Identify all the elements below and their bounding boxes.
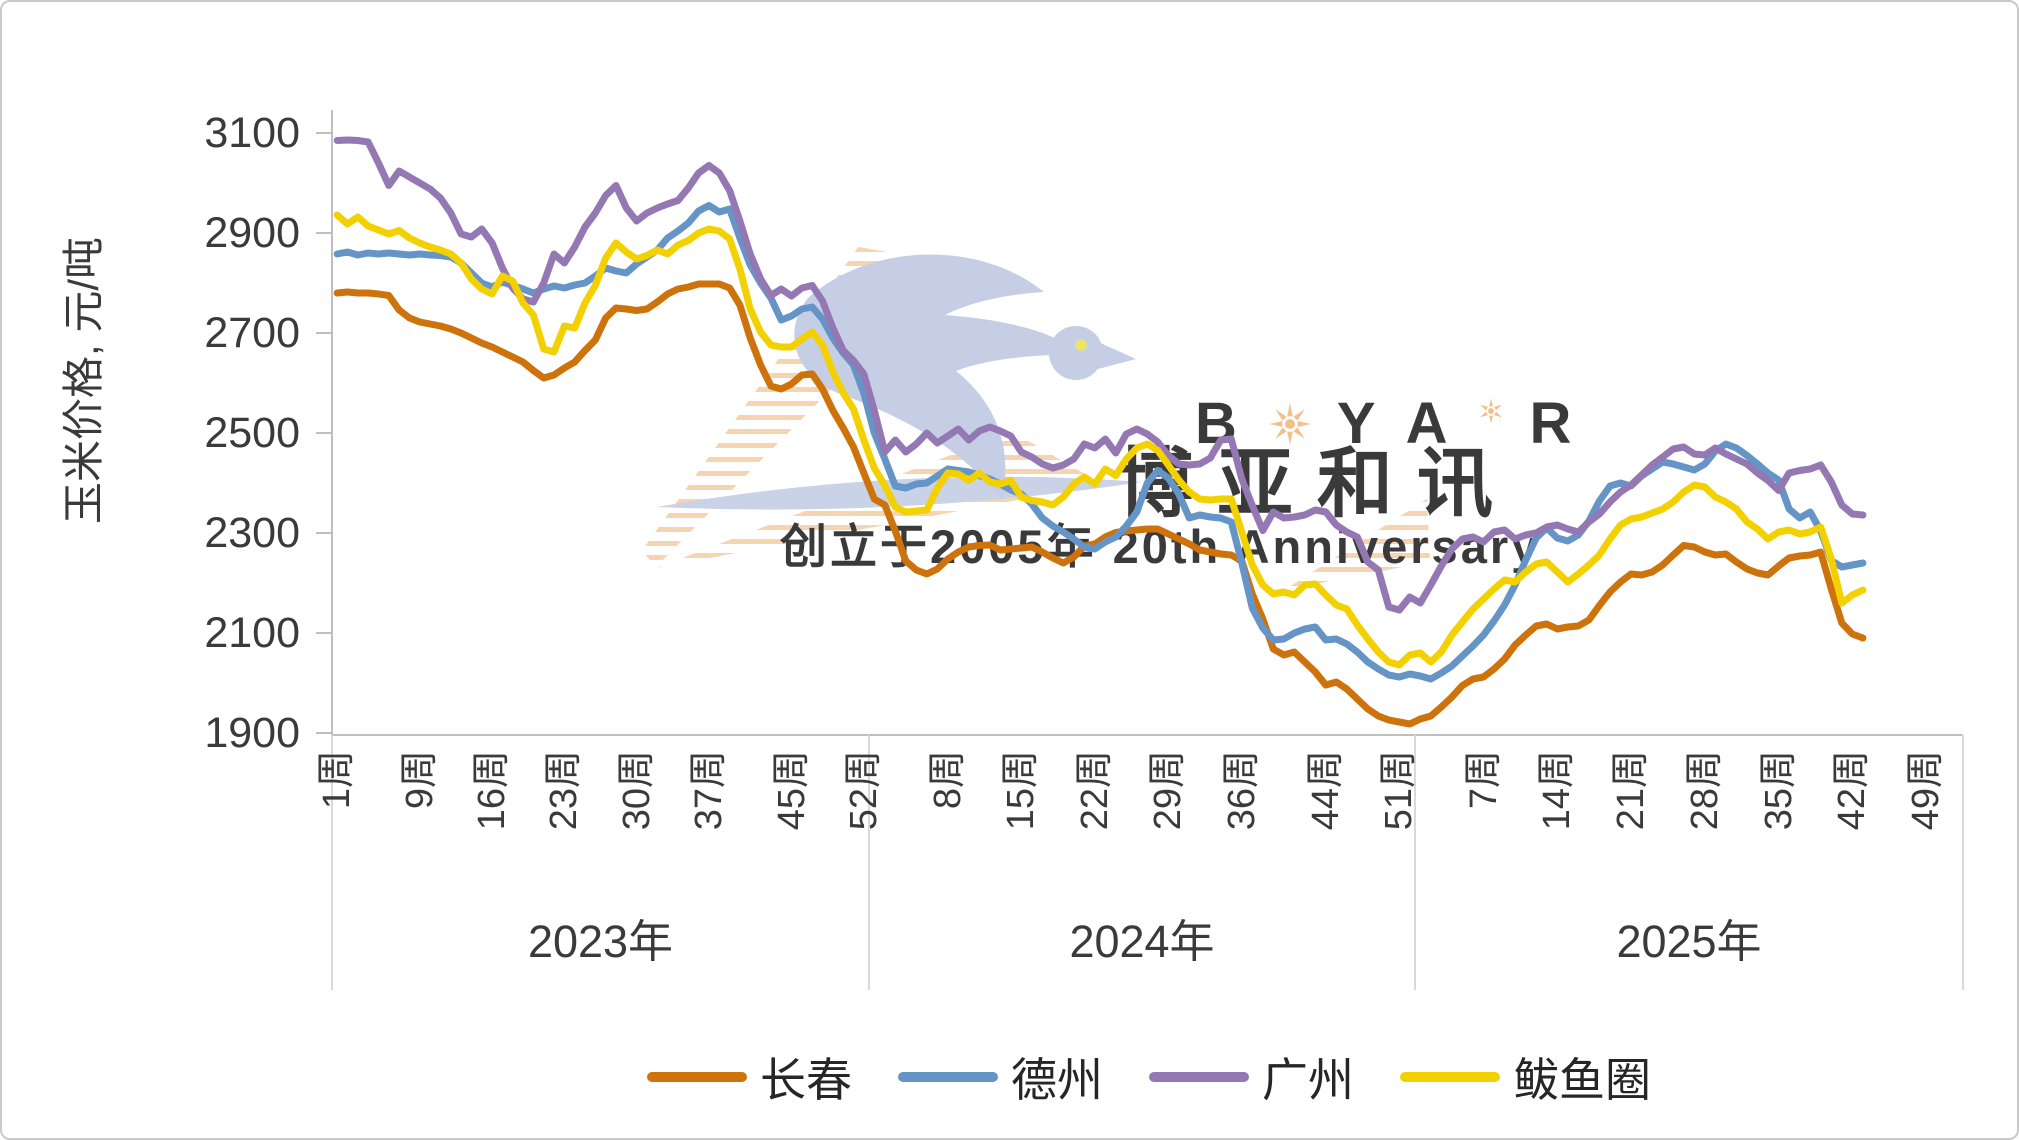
y-tick-label: 1900 bbox=[204, 709, 300, 757]
week-tick-label: 45周 bbox=[770, 750, 813, 831]
year-label: 2024年 bbox=[1069, 916, 1215, 967]
legend-label: 广州 bbox=[1262, 1054, 1354, 1106]
y-tick-label: 2500 bbox=[204, 409, 300, 457]
y-tick-label: 3100 bbox=[204, 109, 300, 157]
legend-label: 德州 bbox=[1011, 1054, 1103, 1106]
week-tick-label: 14周 bbox=[1536, 750, 1579, 831]
chart-legend: 长春 德州 广州 鲅鱼圈 bbox=[647, 1044, 1651, 1110]
y-tick-label: 2300 bbox=[204, 509, 300, 557]
week-tick-label: 15周 bbox=[1000, 750, 1043, 831]
week-tick-label: 37周 bbox=[687, 750, 730, 831]
legend-swatch bbox=[1400, 1072, 1500, 1082]
legend-item-长春: 长春 bbox=[647, 1044, 852, 1110]
year-label: 2023年 bbox=[527, 916, 674, 967]
week-tick-label: 44周 bbox=[1304, 750, 1347, 831]
week-tick-label: 49周 bbox=[1905, 750, 1948, 831]
week-tick-label: 35周 bbox=[1757, 750, 1800, 831]
week-tick-label: 7周 bbox=[1462, 750, 1505, 810]
legend-swatch bbox=[647, 1072, 747, 1082]
week-tick-label: 1周 bbox=[316, 750, 359, 810]
week-tick-label: 9周 bbox=[398, 750, 441, 810]
y-tick-label: 2900 bbox=[204, 209, 300, 257]
week-tick-label: 28周 bbox=[1683, 750, 1726, 831]
legend-label: 长春 bbox=[760, 1054, 852, 1106]
legend-item-鲅鱼圈: 鲅鱼圈 bbox=[1400, 1044, 1651, 1110]
y-axis-title: 玉米价格, 元/吨 bbox=[60, 236, 107, 524]
y-tick-label: 2700 bbox=[204, 309, 300, 357]
week-tick-label: 42周 bbox=[1831, 750, 1874, 831]
week-tick-label: 51周 bbox=[1378, 750, 1421, 831]
week-tick-label: 36周 bbox=[1220, 750, 1263, 831]
week-tick-label: 29周 bbox=[1147, 750, 1190, 831]
legend-item-德州: 德州 bbox=[898, 1044, 1103, 1110]
legend-swatch bbox=[898, 1072, 998, 1082]
legend-label: 鲅鱼圈 bbox=[1513, 1054, 1651, 1106]
week-tick-label: 52周 bbox=[842, 750, 885, 831]
year-label: 2025年 bbox=[1616, 916, 1762, 967]
legend-swatch bbox=[1149, 1072, 1249, 1082]
week-tick-label: 22周 bbox=[1073, 750, 1116, 831]
y-tick-label: 2100 bbox=[204, 609, 300, 657]
week-tick-label: 21周 bbox=[1610, 750, 1653, 831]
week-tick-label: 23周 bbox=[543, 750, 586, 831]
week-tick-label: 16周 bbox=[471, 750, 514, 831]
week-tick-label: 8周 bbox=[926, 750, 969, 810]
week-tick-label: 30周 bbox=[615, 750, 658, 831]
legend-item-广州: 广州 bbox=[1149, 1044, 1354, 1110]
